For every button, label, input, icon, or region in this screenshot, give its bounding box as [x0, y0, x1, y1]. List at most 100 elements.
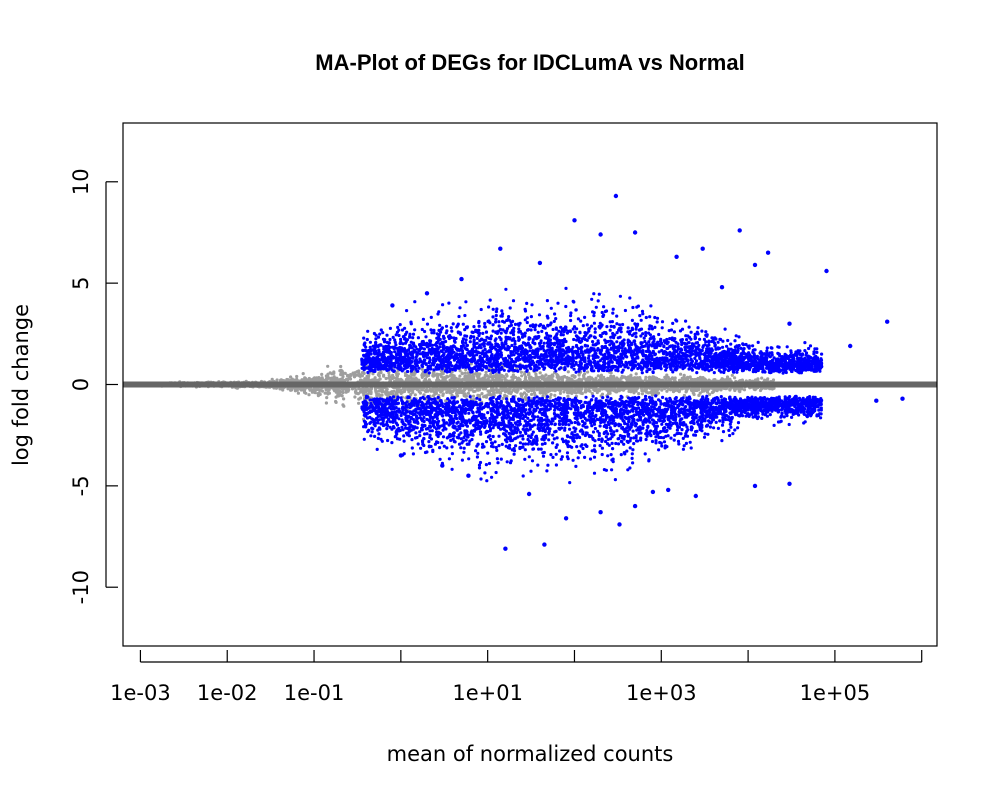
background-point	[625, 377, 629, 381]
background-point	[390, 392, 394, 396]
background-point	[632, 388, 637, 393]
background-point	[326, 375, 330, 379]
background-point	[403, 373, 408, 378]
background-point	[310, 390, 314, 394]
background-point	[487, 368, 491, 372]
background-point	[638, 314, 642, 318]
background-point	[435, 378, 439, 382]
background-point	[326, 364, 330, 368]
background-point	[719, 388, 723, 392]
background-point	[423, 377, 428, 381]
background-point	[320, 372, 324, 376]
background-point	[551, 327, 555, 332]
background-point	[494, 377, 499, 381]
background-point	[640, 392, 645, 396]
background-point	[448, 387, 452, 391]
background-point	[464, 394, 468, 398]
background-point	[469, 374, 473, 378]
background-point	[765, 346, 769, 350]
background-point	[648, 315, 652, 319]
background-point	[488, 389, 492, 393]
background-point	[629, 373, 633, 377]
background-point	[588, 378, 592, 382]
background-point	[610, 378, 614, 382]
background-point	[295, 388, 299, 392]
background-point	[357, 387, 361, 391]
background-point	[407, 389, 411, 393]
background-point	[592, 314, 596, 318]
background-point	[477, 374, 481, 378]
background-point	[471, 394, 476, 398]
background-point	[387, 371, 391, 375]
background-point	[362, 388, 366, 392]
background-point	[754, 387, 758, 391]
background-point	[651, 375, 655, 379]
background-point	[362, 371, 366, 375]
background-point	[433, 392, 437, 396]
background-point	[302, 389, 306, 393]
background-point	[480, 392, 484, 396]
background-point	[441, 392, 445, 396]
background-point	[359, 373, 363, 377]
background-point	[716, 340, 720, 344]
background-point	[369, 392, 373, 396]
background-point	[691, 378, 695, 382]
background-point	[466, 391, 470, 395]
background-point	[421, 317, 425, 321]
background-point	[671, 377, 675, 381]
background-point	[530, 392, 534, 396]
background-point	[387, 373, 391, 377]
background-point	[529, 388, 533, 392]
background-point	[413, 393, 417, 397]
background-point	[526, 389, 531, 393]
background-point	[312, 377, 316, 381]
background-point	[599, 375, 603, 379]
background-point	[504, 444, 508, 448]
background-point	[787, 422, 791, 427]
background-point	[478, 394, 482, 398]
background-point	[418, 391, 422, 395]
background-point	[570, 374, 574, 378]
background-point	[409, 392, 413, 397]
background-point	[460, 372, 464, 376]
background-point	[577, 373, 581, 377]
background-point	[618, 378, 622, 382]
background-point	[631, 461, 635, 465]
background-point	[676, 345, 680, 349]
background-point	[737, 389, 741, 393]
background-point	[643, 387, 648, 391]
background-point	[402, 434, 406, 438]
background-point	[457, 314, 461, 319]
background-point	[384, 376, 388, 381]
background-point	[438, 372, 443, 376]
background-point	[448, 391, 452, 395]
background-point	[646, 391, 650, 395]
background-point	[592, 471, 597, 475]
background-point	[440, 375, 444, 379]
background-point	[371, 372, 375, 376]
background-point	[307, 376, 311, 381]
background-point	[584, 377, 588, 381]
background-point	[591, 377, 595, 381]
background-point	[285, 377, 289, 382]
background-point	[672, 387, 676, 391]
background-point	[704, 330, 708, 334]
background-point	[340, 394, 344, 398]
background-point	[373, 376, 377, 380]
background-point	[481, 376, 485, 380]
background-point	[420, 367, 424, 371]
background-point	[557, 388, 561, 392]
background-point	[391, 395, 396, 399]
background-point	[684, 390, 688, 394]
background-point	[439, 387, 443, 391]
background-point	[554, 369, 558, 373]
background-point	[698, 391, 702, 395]
background-point	[510, 375, 514, 379]
background-point	[610, 388, 614, 392]
background-point	[463, 371, 467, 375]
background-point	[455, 389, 459, 393]
background-point	[315, 376, 319, 380]
background-point	[445, 375, 450, 379]
background-point	[516, 376, 521, 380]
